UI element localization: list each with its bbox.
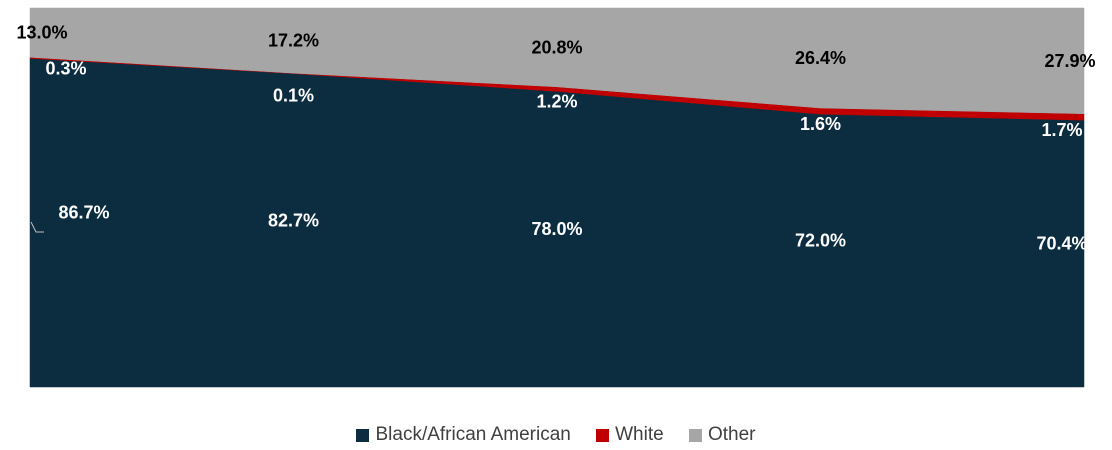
legend-item-other: Other (688, 424, 756, 446)
legend-swatch-black (356, 428, 370, 442)
data-label-other: 26.4% (795, 48, 846, 68)
area-other (29, 7, 1085, 114)
legend-label-white: White (615, 424, 664, 445)
legend-swatch-white (596, 428, 610, 442)
data-label-black: 70.4% (1036, 234, 1087, 254)
data-label-other: 27.9% (1044, 51, 1095, 71)
data-label-white: 1.6% (800, 114, 841, 134)
legend-label-black: Black/African American (375, 424, 571, 445)
stacked-area-chart: 86.7% 82.7% 78.0% 72.0% 70.4% 0.3% 0.1% 1.2% 1.6… (16, 7, 1096, 388)
data-label-other: 20.8% (531, 37, 582, 57)
leader-line (30, 221, 44, 233)
data-label-white: 1.7% (1041, 120, 1082, 140)
data-label-white: 1.2% (536, 91, 577, 111)
legend-label-other: Other (707, 424, 756, 445)
data-label-black: 78.0% (531, 219, 582, 239)
legend-swatch-other (688, 428, 702, 442)
data-label-black: 86.7% (58, 203, 109, 223)
data-label-white: 0.3% (45, 58, 86, 78)
data-label-black: 82.7% (268, 210, 319, 230)
legend: Black/African American White Other (0, 424, 1112, 448)
legend-item-black: Black/African American (356, 424, 571, 446)
legend-item-white: White (596, 424, 664, 446)
data-label-other: 17.2% (268, 31, 319, 51)
data-label-other: 13.0% (16, 23, 67, 43)
data-label-white: 0.1% (273, 86, 314, 106)
data-label-black: 72.0% (795, 231, 846, 251)
